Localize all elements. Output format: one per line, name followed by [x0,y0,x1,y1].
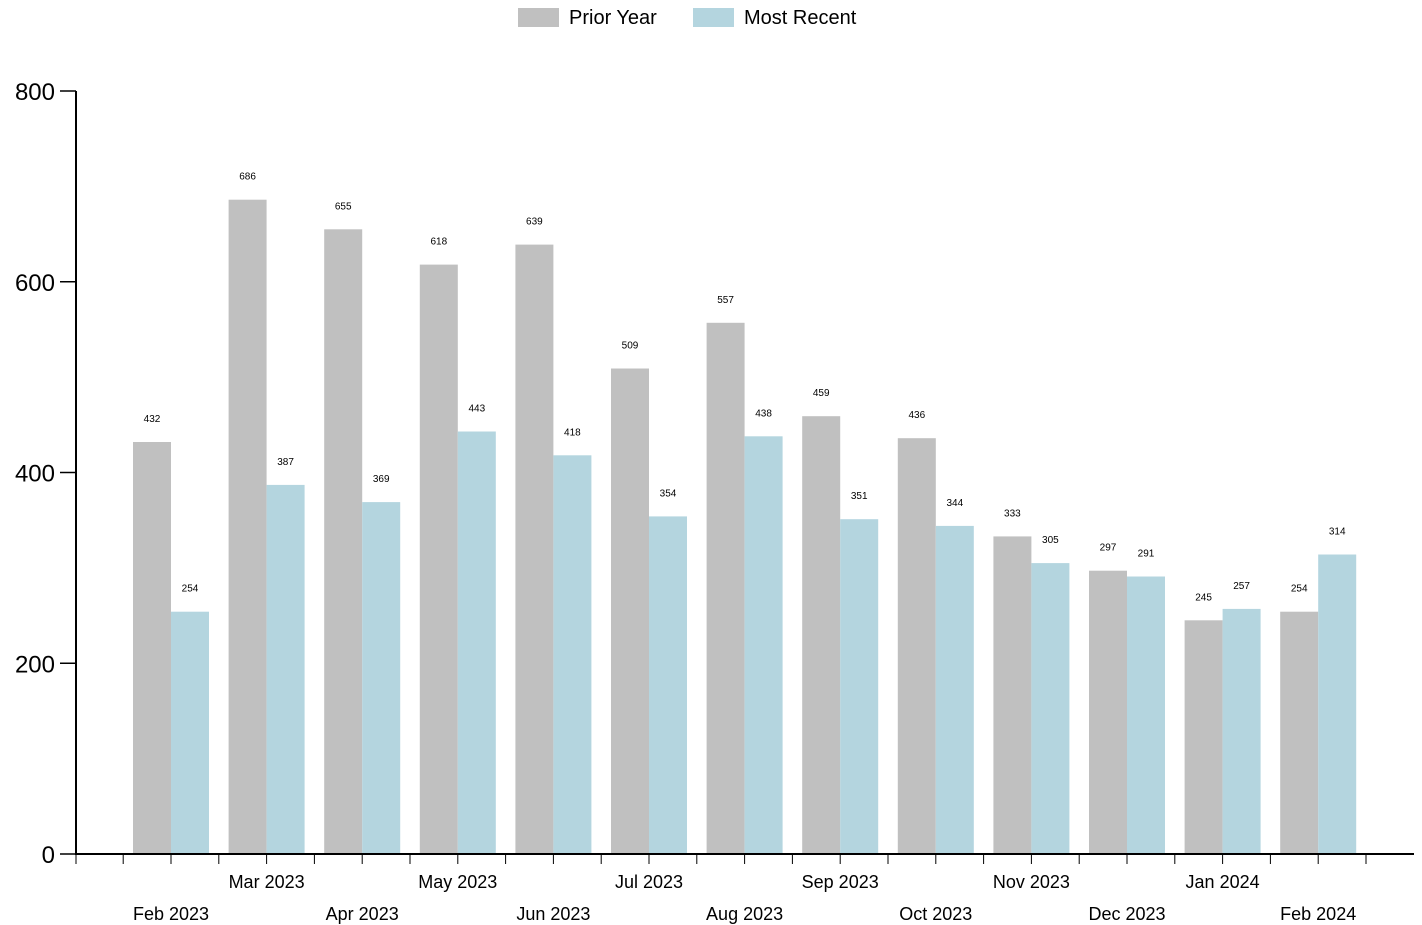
bar-prior-year [1089,570,1127,854]
bar-most-recent [553,455,592,854]
y-tick-label: 200 [15,651,55,678]
data-label-prior-year: 618 [430,237,447,248]
x-axis: Feb 2023 Mar 2023 Apr 2023 May 2023 Jun 2023… [75,853,1414,924]
bar-prior-year [1184,620,1223,854]
bar-most-recent [171,611,209,854]
bar-prior-year [324,229,363,855]
bar-most-recent [649,516,687,854]
bar-most-recent [457,431,496,854]
data-label-most-recent: 438 [755,408,772,419]
bar-prior-year [133,442,171,854]
x-tick-label: Aug 2023 [706,904,783,924]
x-tick-label: Apr 2023 [326,904,399,924]
data-label-prior-year: 557 [717,295,734,306]
legend-label-prior-year: Prior Year [569,7,657,29]
x-tick-label: Jul 2023 [615,872,683,892]
bar-prior-year [419,264,458,855]
bar-prior-year [897,438,936,854]
data-label-prior-year: 333 [1004,508,1021,519]
x-tick-label: Dec 2023 [1088,904,1165,924]
x-tick-label: Mar 2023 [229,872,305,892]
bar-prior-year [1280,611,1319,854]
data-label-prior-year: 297 [1100,543,1117,554]
x-tick-label: Feb 2024 [1280,904,1356,924]
bar-most-recent [1127,576,1165,854]
bar-prior-year [706,322,745,854]
data-labels: 432 254 686 387 655 369 618 443 639 418 509 354 557 4… [144,172,1346,604]
data-label-prior-year: 639 [526,217,543,228]
data-label-prior-year: 432 [144,414,161,425]
data-label-most-recent: 291 [1138,549,1155,560]
legend-label-most-recent: Most Recent [744,7,857,29]
bar-most-recent [1031,563,1070,854]
x-tick-label: Nov 2023 [993,872,1070,892]
data-label-most-recent: 354 [660,488,677,499]
x-tick-label: May 2023 [418,872,497,892]
data-label-prior-year: 436 [908,410,925,421]
data-label-most-recent: 344 [946,498,963,509]
data-label-most-recent: 387 [277,457,294,468]
y-tick-label: 0 [42,842,55,869]
bar-most-recent [1318,554,1357,854]
bar-prior-year [228,199,267,854]
bar-most-recent [266,484,305,854]
data-label-most-recent: 369 [373,474,390,485]
bar-prior-year [993,536,1032,854]
x-tick-label: Oct 2023 [899,904,972,924]
y-tick-label: 600 [15,270,55,297]
data-label-prior-year: 686 [239,172,256,183]
bar-most-recent [1222,608,1261,854]
data-label-prior-year: 509 [622,341,639,352]
data-label-most-recent: 305 [1042,535,1059,546]
data-label-most-recent: 257 [1233,581,1250,592]
y-axis: 0 200 400 600 800 [15,79,77,869]
bar-most-recent [935,525,974,854]
y-tick-label: 400 [15,461,55,488]
data-label-most-recent: 443 [468,404,485,415]
data-label-most-recent: 351 [851,491,868,502]
bar-prior-year [611,368,649,854]
bar-most-recent [362,502,401,854]
data-label-prior-year: 254 [1291,584,1308,595]
data-label-most-recent: 418 [564,427,581,438]
data-label-most-recent: 254 [182,584,199,595]
data-label-prior-year: 245 [1195,592,1212,603]
data-label-most-recent: 314 [1329,527,1346,538]
bar-prior-year [515,244,554,855]
data-label-prior-year: 459 [813,388,830,399]
x-tick-label: Jun 2023 [516,904,590,924]
y-tick-label: 800 [15,79,55,106]
legend: Prior Year Most Recent [518,7,857,29]
x-tick-label: Feb 2023 [133,904,209,924]
x-tick-label: Sep 2023 [802,872,879,892]
x-tick-label: Jan 2024 [1186,872,1260,892]
bar-prior-year [802,416,841,854]
legend-swatch-most-recent [693,8,734,27]
bars [133,199,1357,855]
bar-most-recent [840,519,879,854]
bar-most-recent [744,436,783,854]
data-label-prior-year: 655 [335,201,352,212]
legend-swatch-prior-year [518,8,559,27]
